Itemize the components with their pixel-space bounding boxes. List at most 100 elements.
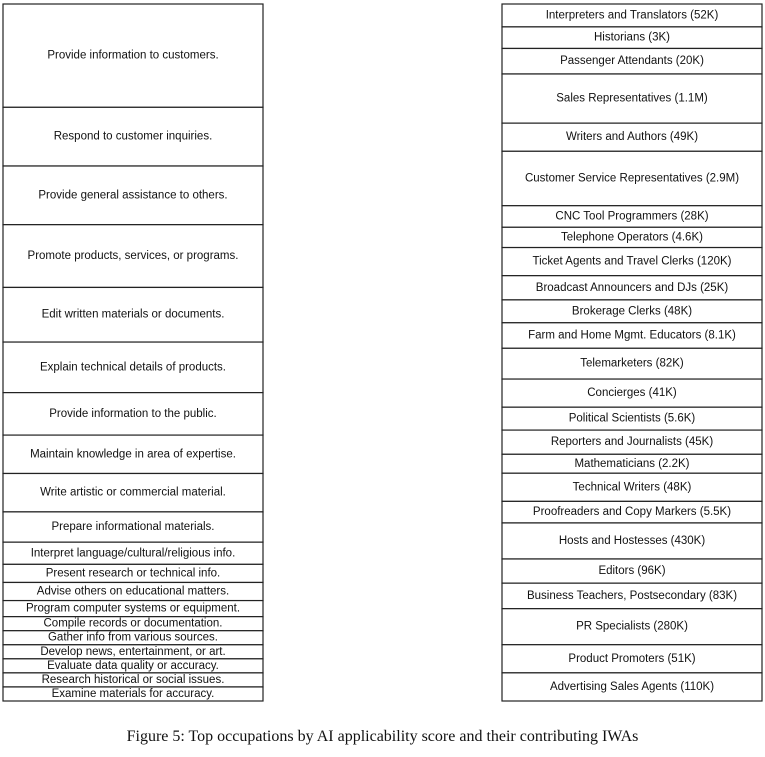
flow-link	[263, 296, 502, 652]
occupation-node: Brokerage Clerks (48K)	[501, 299, 763, 324]
occupation-node: Concierges (41K)	[501, 378, 763, 408]
iwa-node: Research historical or social issues.	[2, 672, 264, 688]
occupation-node-box	[501, 378, 763, 408]
flow-link	[263, 12, 502, 557]
iwa-node-box	[2, 165, 264, 226]
occupation-node-label: Hosts and Hostesses (430K)	[559, 535, 706, 547]
occupation-node-label: Farm and Home Mgmt. Educators (8.1K)	[528, 330, 736, 342]
flow-link	[263, 401, 502, 414]
occupation-node-box	[501, 522, 763, 560]
iwa-node: Evaluate data quality or accuracy.	[2, 658, 264, 674]
iwa-node-box	[2, 3, 264, 108]
iwa-node-label: Develop news, entertainment, or art.	[40, 646, 225, 658]
occupation-node-label: Interpreters and Translators (52K)	[546, 9, 719, 21]
flow-link	[263, 424, 502, 635]
iwa-node-label: Examine materials for accuracy.	[52, 688, 215, 700]
occupation-node-box	[501, 582, 763, 610]
flow-link	[263, 207, 502, 452]
occupation-node-box	[501, 608, 763, 646]
iwa-node: Develop news, entertainment, or art.	[2, 644, 264, 660]
iwa-node-label: Provide general assistance to others.	[38, 189, 227, 201]
flow-link	[263, 536, 502, 644]
flow-link	[263, 277, 502, 404]
occupation-node: Interpreters and Translators (52K)	[501, 3, 763, 28]
occupation-node: Business Teachers, Postsecondary (83K)	[501, 582, 763, 610]
iwa-node: Gather info from various sources.	[2, 630, 264, 646]
flow-link	[263, 408, 502, 457]
iwa-node: Program computer systems or equipment.	[2, 599, 264, 618]
flow-link	[263, 308, 502, 518]
flow-link	[263, 100, 502, 239]
iwa-node-label: Write artistic or commercial material.	[40, 487, 226, 499]
occupation-node: Hosts and Hostesses (430K)	[501, 522, 763, 560]
iwa-node-label: Program computer systems or equipment.	[26, 603, 240, 615]
flow-link	[263, 414, 502, 444]
flow-link	[263, 84, 502, 390]
flow-link	[263, 317, 502, 579]
occupation-node-box	[501, 150, 763, 207]
iwa-node-label: Compile records or documentation.	[44, 618, 223, 630]
iwa-node: Provide information to customers.	[2, 3, 264, 108]
occupation-node: CNC Tool Programmers (28K)	[501, 205, 763, 228]
flow-link	[263, 301, 502, 377]
flow-link	[263, 422, 502, 666]
occupation-node-label: Mathematicians (2.2K)	[574, 458, 689, 470]
occupation-node-box	[501, 558, 763, 584]
occupation-node: Passenger Attendants (20K)	[501, 47, 763, 75]
iwa-node-box	[2, 434, 264, 475]
flow-link	[263, 36, 502, 564]
flow-link	[263, 75, 502, 358]
iwa-node: Write artistic or commercial material.	[2, 472, 264, 513]
flow-link	[263, 331, 502, 626]
flow-link	[263, 111, 502, 357]
occupation-node: Telephone Operators (4.6K)	[501, 226, 763, 249]
flow-link	[263, 289, 502, 495]
flow-link	[263, 573, 502, 601]
iwa-node-box	[2, 286, 264, 343]
flow-link	[263, 93, 502, 118]
occupation-node-label: CNC Tool Programmers (28K)	[555, 211, 708, 223]
flow-link	[263, 124, 502, 298]
occupation-node-label: Concierges (41K)	[587, 387, 677, 399]
occupation-node: Ticket Agents and Travel Clerks (120K)	[501, 246, 763, 277]
flow-link	[263, 44, 502, 680]
flow-link	[263, 156, 502, 546]
flow-link	[263, 444, 502, 644]
flow-link	[263, 5, 502, 61]
flow-link	[263, 258, 502, 661]
iwa-node: Advise others on educational matters.	[2, 581, 264, 602]
flow-link	[263, 191, 502, 247]
iwa-node: Compile records or documentation.	[2, 616, 264, 632]
iwa-node-label: Advise others on educational matters.	[37, 586, 229, 598]
occupation-node: Mathematicians (2.2K)	[501, 453, 763, 474]
iwa-node-box	[2, 224, 264, 289]
iwa-node-label: Provide information to customers.	[47, 50, 218, 62]
occupation-node-label: Product Promoters (51K)	[568, 653, 695, 665]
occupation-node: Proofreaders and Copy Markers (5.5K)	[501, 500, 763, 524]
occupation-node-label: Technical Writers (48K)	[573, 481, 692, 493]
flow-link	[263, 137, 502, 275]
flow-link	[263, 415, 502, 573]
flow-link	[263, 500, 502, 700]
flow-link	[263, 426, 502, 686]
occupation-node-label: Customer Service Representatives (2.9M)	[525, 173, 739, 185]
flow-link	[263, 315, 502, 630]
iwa-node-label: Respond to customer inquiries.	[54, 131, 213, 143]
occupation-node: Broadcast Announcers and DJs (25K)	[501, 275, 763, 301]
flow-link	[263, 330, 502, 525]
right-nodes: Interpreters and Translators (52K) Histor…	[501, 3, 763, 702]
flow-link	[263, 579, 502, 700]
iwa-node-label: Evaluate data quality or accuracy.	[47, 660, 219, 672]
iwa-node-label: Explain technical details of products.	[40, 361, 226, 373]
occupation-node-box	[501, 644, 763, 674]
occupation-node-box	[501, 429, 763, 455]
iwa-node-label: Prepare informational materials.	[52, 521, 215, 533]
occupation-node-label: Sales Representatives (1.1M)	[556, 93, 708, 105]
occupation-node-label: Writers and Authors (49K)	[566, 131, 698, 143]
flow-link	[263, 467, 502, 672]
occupation-node-box	[501, 672, 763, 702]
flow-link	[263, 462, 502, 596]
iwa-node-label: Provide information to the public.	[49, 408, 216, 420]
flow-link	[263, 518, 502, 694]
occupation-node-label: PR Specialists (280K)	[576, 621, 688, 633]
